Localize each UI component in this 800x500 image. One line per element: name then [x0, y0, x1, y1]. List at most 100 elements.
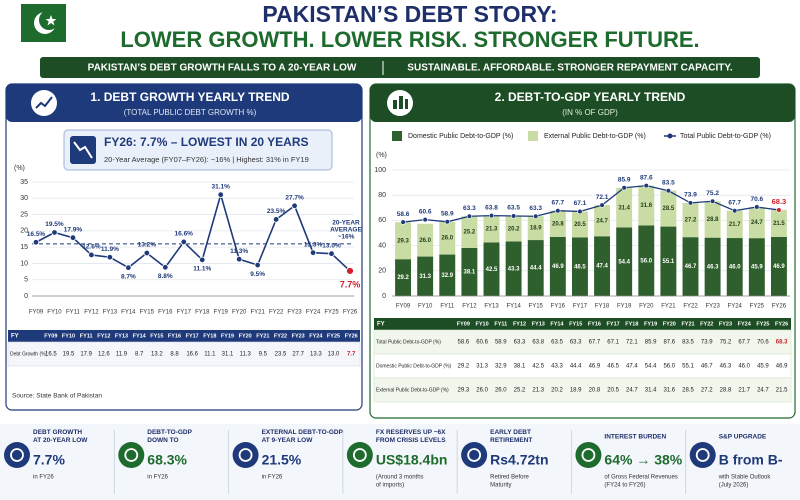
data-point — [51, 229, 58, 236]
table-row-label: External Public Debt-to-GDP (%) — [376, 387, 449, 393]
highlight-title: EXTERNAL DEBT-TO-GDP — [262, 429, 344, 436]
table-header-cell: FY11 — [80, 333, 93, 339]
table-header-cell: FY14 — [133, 333, 147, 339]
highlight-icon — [689, 442, 716, 468]
data-label: 13.0% — [322, 242, 341, 249]
table-cell: 60.6 — [476, 340, 488, 346]
total-point — [687, 200, 694, 206]
highlight-value: US$18.4bn — [376, 452, 448, 468]
x-tick-label: FY15 — [529, 304, 544, 310]
total-label: 63.3 — [529, 205, 542, 212]
y-tick-label: 80 — [378, 192, 386, 199]
table-cell: 17.9 — [80, 352, 92, 358]
callout-icon-glyph — [73, 141, 93, 159]
flag — [6, 4, 66, 42]
bar-segment — [439, 254, 456, 296]
table-cell: 29.2 — [458, 364, 470, 370]
total-label: 63.3 — [463, 205, 476, 212]
bar-segment — [483, 215, 500, 243]
total-point — [466, 213, 472, 219]
total-label: 63.5 — [507, 205, 520, 212]
table-cell: 56.0 — [663, 364, 675, 370]
x-tick-label: FY20 — [639, 304, 654, 310]
table-cell: 18.9 — [570, 388, 582, 394]
y-tick-label: 20 — [378, 268, 386, 275]
highlight-title: DEBT GROWTH — [33, 429, 82, 436]
table-header-cell: FY15 — [569, 321, 582, 327]
table-cell: 27.2 — [701, 388, 713, 394]
table-cell: 75.2 — [720, 340, 732, 346]
table-header-cell: FY12 — [513, 321, 526, 327]
table-cell: 38.1 — [514, 364, 526, 370]
highlight-value: 7.7% — [33, 452, 65, 468]
bar-label: 21.7 — [729, 222, 741, 228]
table-cell: 11.9 — [116, 352, 128, 358]
total-point — [577, 208, 583, 215]
x-tick-label: FY19 — [617, 304, 632, 310]
total-label: 70.6 — [751, 196, 764, 203]
legend-label: Total Public Debt-to-GDP (%) — [680, 133, 771, 140]
bar-label: 38.1 — [464, 270, 476, 276]
banner-right: SUSTAINABLE. AFFORDABLE. STRONGER REPAYM… — [407, 63, 733, 74]
x-tick-label: FY21 — [250, 310, 265, 316]
table-header-cell: FY22 — [700, 321, 713, 327]
y-tick-label: 30 — [20, 195, 28, 202]
table-cell: 68.3 — [776, 340, 788, 346]
x-tick-label: FY17 — [573, 304, 588, 310]
table-cell: 72.1 — [626, 340, 638, 346]
highlight-sub: in FY26 — [262, 475, 283, 481]
total-label: 85.9 — [618, 176, 631, 183]
reference-label: AVERAGE — [330, 227, 362, 234]
y-tick-label: 0 — [24, 293, 28, 300]
table-row — [373, 353, 792, 379]
bar-label: 46.5 — [574, 264, 586, 270]
reference-label: ~16% — [338, 234, 355, 241]
bar-label: 42.5 — [486, 267, 498, 273]
total-point — [599, 202, 605, 208]
x-tick-label: FY24 — [306, 310, 321, 316]
data-label: 9.5% — [250, 271, 265, 278]
total-point — [621, 185, 627, 191]
total-point — [533, 213, 539, 219]
bar-segment — [549, 210, 566, 237]
table-header-cell: FY26 — [345, 333, 358, 339]
legend-label: Domestic Public Debt-to-GDP (%) — [408, 133, 513, 140]
bar-segment — [549, 236, 566, 296]
table-cell: 27.7 — [292, 352, 304, 358]
bar-label: 31.6 — [640, 203, 652, 209]
table-cell: 16.6 — [186, 352, 198, 358]
table-cell: 55.1 — [682, 364, 694, 370]
highlight-sub: in FY26 — [147, 475, 168, 481]
table-cell: 12.6 — [98, 352, 110, 358]
y-tick-label: 25 — [20, 211, 28, 218]
bar-label: 29.2 — [397, 275, 409, 281]
table-header-cell: FY15 — [150, 333, 163, 339]
table-cell: 23.5 — [275, 352, 287, 358]
total-label: 67.1 — [574, 200, 587, 207]
data-label: 7.7% — [340, 279, 361, 289]
y-tick-label: 0 — [382, 293, 386, 300]
highlight-icon-glyph — [581, 448, 596, 462]
total-label: 68.3 — [772, 197, 787, 206]
highlight-value: B from B- — [719, 452, 783, 468]
table-cell: 28.5 — [682, 388, 694, 394]
y-axis-label: (%) — [376, 152, 387, 159]
data-point — [88, 251, 95, 259]
data-point — [32, 239, 40, 246]
table-header-cell: FY14 — [550, 321, 564, 327]
x-tick-label: FY14 — [121, 310, 136, 316]
highlight-icon-glyph — [467, 448, 482, 462]
data-label: 12.6% — [82, 244, 101, 251]
data-point — [235, 255, 243, 263]
chart-title: 1. DEBT GROWTH YEARLY TREND — [90, 90, 289, 104]
highlight-icon-glyph — [10, 448, 24, 462]
table-header-cell: FY12 — [97, 333, 110, 339]
legend-marker — [667, 133, 673, 139]
x-tick-label: FY10 — [418, 304, 433, 310]
x-tick-label: FY22 — [269, 310, 284, 316]
table-cell: 7.7 — [347, 352, 356, 358]
total-point — [732, 208, 738, 214]
bar-label: 26.0 — [441, 236, 453, 242]
highlight-icon — [232, 442, 259, 468]
table-cell: 19.5 — [63, 352, 75, 358]
